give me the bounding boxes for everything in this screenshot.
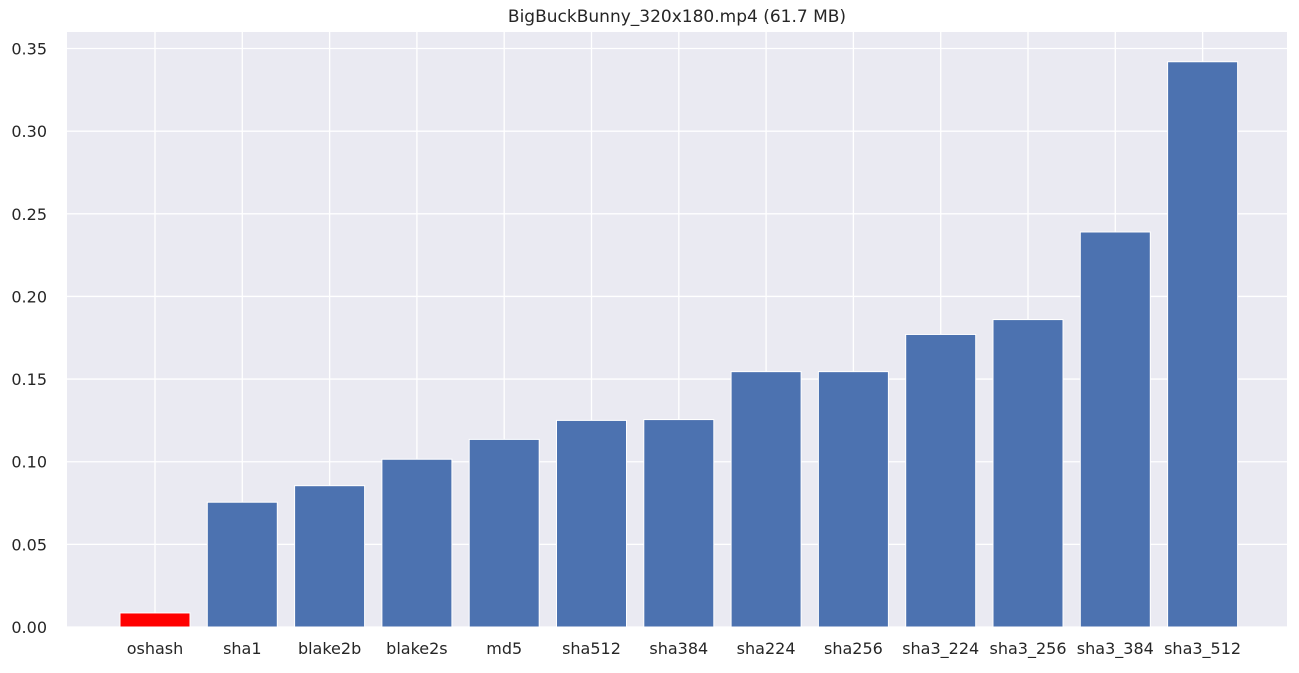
x-tick-label: sha3_512 (1164, 639, 1241, 659)
bar-blake2b (294, 485, 366, 628)
x-tick-label: sha512 (562, 639, 621, 658)
bar-oshash (119, 612, 191, 628)
x-tick-label: blake2b (298, 639, 361, 658)
y-tick-label: 0.25 (11, 205, 47, 224)
bar-sha512 (556, 419, 627, 628)
bar-sha224 (730, 371, 802, 628)
bar-md5 (468, 438, 540, 628)
y-tick-label: 0.30 (11, 122, 47, 141)
y-tick-label: 0.05 (11, 535, 47, 554)
bar-sha256 (817, 371, 889, 628)
x-tick-label: oshash (127, 639, 184, 658)
bar-sha3_512 (1167, 61, 1239, 628)
y-axis-ticks: 0.00 0.05 0.10 0.15 0.20 0.25 0.30 0.35 (11, 40, 47, 637)
bar-sha3_384 (1079, 231, 1151, 628)
x-tick-label: sha3_224 (902, 639, 979, 659)
bar-blake2s (381, 458, 453, 628)
bars (119, 61, 1239, 628)
bar-sha3_256 (992, 319, 1064, 628)
y-tick-label: 0.20 (11, 287, 47, 306)
x-tick-label: sha3_384 (1077, 639, 1154, 659)
x-tick-label: sha1 (223, 639, 261, 658)
chart-title: BigBuckBunny_320x180.mp4 (61.7 MB) (508, 7, 846, 27)
y-tick-label: 0.00 (11, 618, 47, 637)
x-tick-label: sha256 (824, 639, 883, 658)
y-tick-label: 0.35 (11, 40, 47, 59)
y-tick-label: 0.15 (11, 370, 47, 389)
bar-sha1 (206, 501, 278, 628)
x-tick-label: md5 (486, 639, 522, 658)
bar-sha384 (643, 419, 715, 628)
bar-sha3_224 (905, 333, 977, 628)
x-tick-label: sha224 (737, 639, 796, 658)
x-tick-label: sha3_256 (990, 639, 1067, 659)
x-tick-label: sha384 (649, 639, 708, 658)
x-tick-label: blake2s (386, 639, 447, 658)
x-axis-ticks: oshash sha1 blake2b blake2s md5 sha512 sha384 s… (127, 639, 1241, 659)
y-tick-label: 0.10 (11, 453, 47, 472)
